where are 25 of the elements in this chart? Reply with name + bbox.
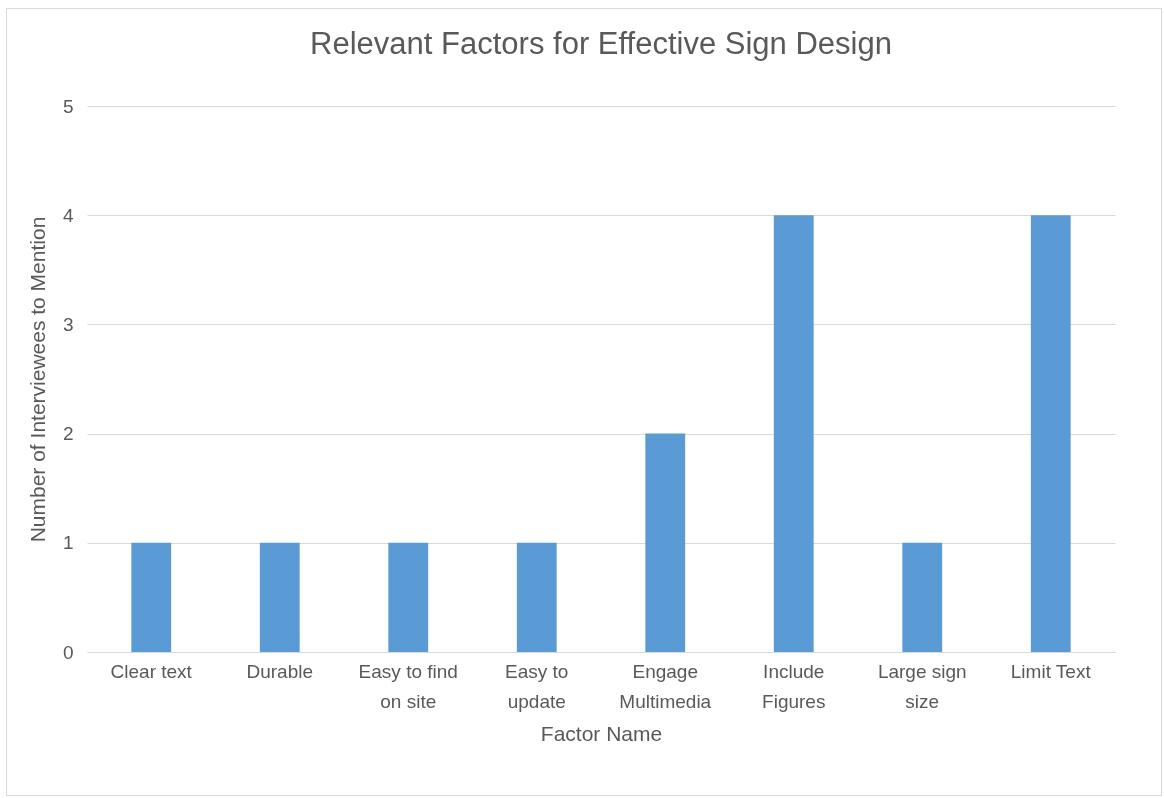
- bar: [773, 215, 814, 652]
- x-tick-label: Easy to update: [505, 660, 569, 712]
- x-tick-label: Large sign size: [877, 660, 967, 712]
- x-tick-label: Engage Multimedia: [619, 660, 712, 712]
- bar: [259, 542, 300, 652]
- x-tick-label: Limit Text: [1010, 660, 1092, 682]
- bar: [388, 542, 429, 652]
- x-tick-label: Easy to find on site: [358, 660, 458, 712]
- x-tick-label: Durable: [246, 660, 314, 682]
- y-tick-label: 5: [62, 95, 74, 117]
- bar: [131, 542, 172, 652]
- x-tick-label: Clear text: [110, 660, 193, 682]
- y-tick-label: 0: [62, 641, 74, 663]
- x-axis-title: Factor Name: [540, 721, 663, 745]
- bar: [516, 542, 557, 652]
- y-tick-label: 4: [62, 204, 74, 226]
- y-axis-title: Number of Interviewees to Mention: [25, 216, 49, 543]
- bar: [645, 433, 686, 652]
- chart-title: Relevant Factors for Effective Sign Design: [310, 26, 892, 61]
- bar: [1030, 215, 1071, 652]
- bar: [902, 542, 943, 652]
- y-tick-label: 2: [62, 423, 74, 445]
- y-tick-label: 3: [62, 313, 74, 335]
- y-tick-label: 1: [62, 532, 74, 554]
- x-tick-label: Include Figures: [762, 660, 826, 712]
